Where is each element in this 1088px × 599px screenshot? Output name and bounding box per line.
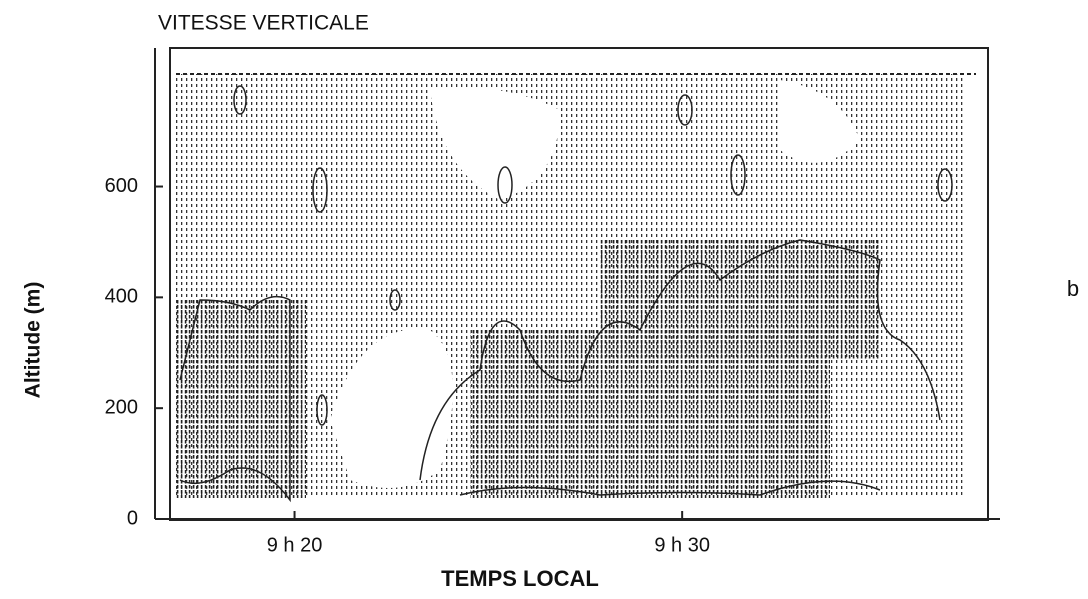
x-tick-label: 9 h 30 [654,534,710,556]
y-tick-label: 0 [127,507,138,529]
x-tick-label: 9 h 20 [267,534,323,556]
panel-label: b [1067,276,1079,301]
y-tick-label: 400 [105,286,138,308]
y-axis-label: Altitude (m) [22,282,45,399]
chart-title: VITESSE VERTICALE [158,12,369,35]
x-axis-label: TEMPS LOCAL [441,566,599,591]
y-tick-label: 200 [105,396,138,418]
contours [179,85,953,503]
y-tick-label: 600 [105,175,138,197]
stipple-field [176,73,976,498]
